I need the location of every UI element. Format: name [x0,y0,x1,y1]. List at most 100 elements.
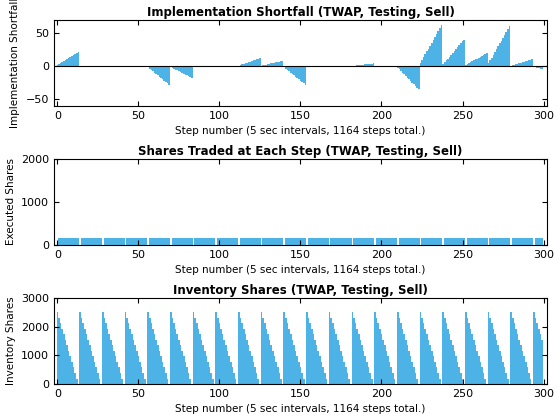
Bar [365,357,366,384]
Bar [356,329,358,384]
Bar [209,368,211,384]
Bar [58,318,60,384]
Bar [104,318,105,384]
Bar [82,238,84,245]
Bar [442,64,444,66]
Bar [152,329,154,384]
Bar [256,59,258,66]
Bar [258,59,259,66]
Bar [175,66,176,70]
Bar [151,323,152,384]
Bar [152,238,154,245]
Bar [488,63,489,66]
Bar [120,373,122,384]
Bar [230,238,232,245]
Bar [457,238,459,245]
Bar [504,35,506,66]
Bar [243,64,245,66]
Bar [73,55,74,66]
Bar [185,238,186,245]
Bar [319,238,321,245]
Bar [151,66,152,70]
Bar [530,60,531,66]
Bar [360,340,361,384]
Bar [499,238,501,245]
Bar [415,238,416,245]
Bar [176,238,178,245]
Bar [245,334,246,384]
Bar [418,238,419,245]
Bar [499,43,501,66]
Bar [389,238,390,245]
Bar [452,345,454,384]
Bar [497,345,499,384]
Bar [258,238,259,245]
Bar [248,62,249,66]
Bar [410,357,412,384]
Bar [270,238,272,245]
Bar [459,368,460,384]
Bar [496,49,497,66]
Bar [158,238,160,245]
Bar [180,238,181,245]
Bar [416,66,418,88]
Bar [102,244,104,245]
Bar [287,323,288,384]
Bar [277,62,278,66]
Bar [194,318,196,384]
Bar [486,238,488,245]
Bar [390,238,392,245]
Bar [402,66,403,73]
Bar [292,66,293,74]
Bar [74,54,76,66]
Bar [245,63,246,66]
Bar [488,312,489,384]
Bar [318,238,319,245]
Bar [160,238,162,245]
Bar [283,244,285,245]
Bar [444,238,446,245]
Bar [541,238,543,245]
Bar [499,351,501,384]
Bar [339,345,340,384]
Bar [141,238,142,245]
Bar [233,238,235,245]
Bar [452,53,454,66]
Bar [122,238,123,245]
Bar [97,373,99,384]
Bar [138,238,139,245]
Bar [263,238,264,245]
Bar [368,238,370,245]
Bar [312,238,314,245]
Bar [97,238,99,245]
Bar [535,318,536,384]
Bar [305,238,306,245]
Bar [301,373,303,384]
Bar [536,238,538,245]
Bar [62,329,63,384]
Bar [57,312,58,384]
Bar [300,238,301,245]
Bar [405,340,407,384]
Bar [91,351,92,384]
Bar [507,378,508,384]
Bar [441,238,442,245]
Bar [457,362,459,384]
Bar [407,345,408,384]
Bar [450,55,452,66]
Bar [78,52,79,66]
Bar [496,340,497,384]
Bar [165,238,167,245]
Bar [399,66,400,69]
Bar [399,238,400,245]
Bar [63,61,64,66]
Bar [525,362,526,384]
Bar [110,238,111,245]
Bar [437,238,439,245]
Bar [102,312,104,384]
Bar [514,65,515,66]
Bar [431,43,432,66]
Bar [278,373,280,384]
Bar [149,318,151,384]
Bar [69,238,71,245]
